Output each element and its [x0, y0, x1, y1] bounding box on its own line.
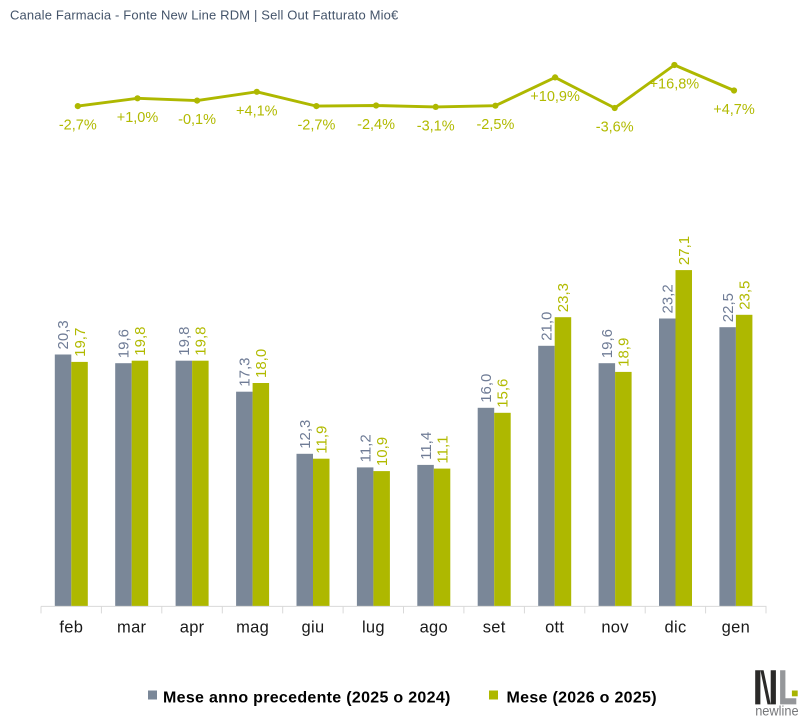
svg-text:feb: feb — [59, 619, 83, 637]
svg-text:ago: ago — [420, 619, 448, 637]
svg-text:+4,7%: +4,7% — [713, 102, 755, 118]
svg-text:-3,1%: -3,1% — [417, 118, 455, 134]
svg-text:16,0: 16,0 — [478, 374, 495, 403]
svg-text:dic: dic — [665, 619, 687, 637]
svg-text:19,7: 19,7 — [72, 328, 89, 357]
svg-text:-2,4%: -2,4% — [357, 117, 395, 133]
svg-text:lug: lug — [362, 619, 385, 637]
svg-text:+4,1%: +4,1% — [236, 103, 278, 119]
svg-text:nov: nov — [601, 619, 629, 637]
svg-text:-0,1%: -0,1% — [178, 112, 216, 128]
svg-text:+10,9%: +10,9% — [530, 89, 580, 105]
svg-text:Mese (2026 o 2025): Mese (2026 o 2025) — [507, 690, 657, 707]
svg-text:19,6: 19,6 — [116, 329, 133, 358]
svg-text:mar: mar — [117, 619, 147, 637]
svg-text:set: set — [483, 619, 506, 637]
svg-text:Canale Farmacia - Fonte New Li: Canale Farmacia - Fonte New Line RDM | S… — [10, 7, 399, 22]
svg-text:22,5: 22,5 — [720, 293, 737, 322]
svg-text:19,8: 19,8 — [132, 326, 149, 355]
svg-text:giu: giu — [302, 619, 325, 637]
svg-text:23,5: 23,5 — [736, 281, 753, 310]
svg-text:-2,5%: -2,5% — [476, 117, 514, 133]
svg-text:18,0: 18,0 — [253, 349, 270, 378]
svg-text:19,8: 19,8 — [193, 326, 210, 355]
svg-text:11,9: 11,9 — [313, 426, 330, 454]
svg-text:18,9: 18,9 — [616, 338, 633, 367]
svg-text:12,3: 12,3 — [297, 420, 314, 449]
svg-text:apr: apr — [180, 619, 205, 637]
svg-text:ott: ott — [545, 619, 564, 637]
svg-text:21,0: 21,0 — [539, 312, 556, 341]
svg-text:Mese anno precedente (2025 o 2: Mese anno precedente (2025 o 2024) — [163, 690, 451, 707]
svg-text:19,6: 19,6 — [599, 329, 616, 358]
svg-text:10,9: 10,9 — [374, 437, 391, 466]
svg-text:newline: newline — [755, 704, 798, 719]
svg-text:17,3: 17,3 — [237, 357, 254, 386]
svg-text:mag: mag — [236, 619, 269, 637]
svg-text:-2,7%: -2,7% — [59, 118, 97, 134]
svg-text:19,8: 19,8 — [176, 326, 193, 355]
svg-text:11,4: 11,4 — [418, 432, 435, 460]
svg-text:23,2: 23,2 — [660, 284, 677, 313]
svg-text:-2,7%: -2,7% — [297, 118, 335, 134]
svg-text:11,1: 11,1 — [434, 436, 451, 464]
svg-text:23,3: 23,3 — [555, 283, 572, 312]
svg-text:gen: gen — [722, 619, 750, 637]
svg-text:15,6: 15,6 — [495, 379, 512, 408]
svg-text:+16,8%: +16,8% — [650, 77, 700, 93]
svg-text:27,1: 27,1 — [676, 236, 693, 265]
svg-text:20,3: 20,3 — [55, 320, 72, 349]
svg-text:11,2: 11,2 — [357, 434, 374, 462]
svg-text:-3,6%: -3,6% — [596, 120, 634, 136]
svg-text:+1,0%: +1,0% — [117, 110, 159, 126]
